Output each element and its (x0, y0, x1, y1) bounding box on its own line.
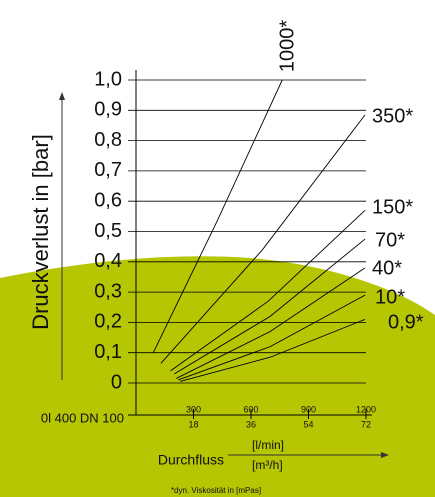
x-tick-label: 600 (243, 404, 258, 414)
x-unit: [l/min] (252, 438, 284, 452)
x2-tick-label: 36 (246, 419, 256, 429)
y-tick-label: 0,5 (94, 220, 122, 242)
series-label: 40* (372, 257, 402, 279)
x2-tick-label: 18 (188, 419, 198, 429)
y-tick-label: 0,4 (94, 250, 122, 272)
series-label: 350* (372, 105, 413, 127)
series-label: 1000* (277, 20, 299, 72)
y-tick-label: 1,0 (94, 68, 122, 90)
curve (152, 79, 283, 353)
y-tick-label: 0,8 (94, 129, 122, 151)
curve (170, 209, 366, 372)
footnote: *dyn. Viskosität in [mPas] (171, 486, 261, 495)
curve (174, 238, 366, 375)
series-label: 10* (375, 286, 405, 308)
x-axis-label: Durchfluss (158, 452, 224, 468)
x2-tick-label: 54 (303, 419, 313, 429)
curve (179, 318, 366, 382)
y-tick-label: 0,6 (94, 189, 122, 211)
y-tick-label: 0,7 (94, 159, 122, 181)
x-tick-label: 900 (301, 404, 316, 414)
x-tick-label: 300 (186, 404, 201, 414)
y-tick-label: 0,1 (94, 341, 122, 363)
y-tick-label: 0 (111, 371, 122, 393)
y-axis-label: Druckverlust in [bar] (28, 134, 53, 330)
y-tick-label: 0,3 (94, 280, 122, 302)
x-tick-label: 1200 (356, 404, 376, 414)
x2-unit: [m³/h] (252, 458, 283, 472)
curve (160, 114, 366, 364)
axis-note: 0l 400 DN 100 (41, 410, 124, 425)
y-axis-arrowhead (59, 92, 65, 100)
x-axis-arrowhead (381, 452, 389, 458)
curve (176, 267, 366, 379)
series-label: 0,9* (388, 311, 424, 333)
series-label: 150* (372, 196, 413, 218)
curve (178, 294, 366, 381)
x2-tick-label: 72 (361, 419, 371, 429)
y-tick-label: 0,2 (94, 311, 122, 333)
y-tick-label: 0,9 (94, 99, 122, 121)
series-label: 70* (375, 229, 405, 251)
